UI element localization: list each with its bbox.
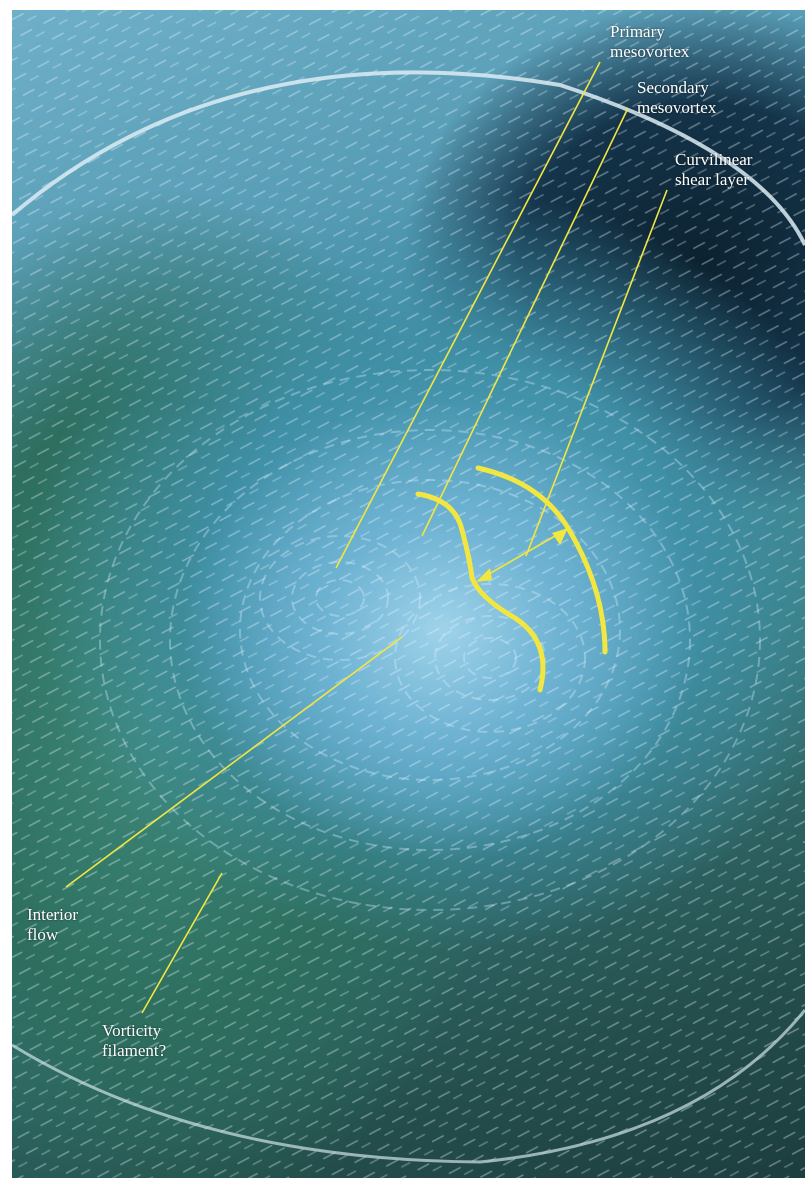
- leader-primary-mesovortex: [335, 61, 601, 569]
- tank-rim-bottom: [12, 1009, 805, 1164]
- shear-layer-arrow: [481, 531, 563, 579]
- leader-curvilinear-shear-layer: [525, 189, 668, 557]
- arrowhead-right: [552, 528, 568, 545]
- vortex-swirl: [99, 369, 761, 911]
- leader-secondary-mesovortex: [421, 107, 629, 537]
- leader-vorticity-filament: [141, 872, 223, 1014]
- tank-rim: [12, 70, 805, 246]
- annotation-lines: [65, 61, 668, 1014]
- streak-texture: [12, 10, 805, 1178]
- arrowhead-left: [476, 568, 492, 582]
- leader-interior-flow: [65, 636, 403, 888]
- label-vorticity-filament: Vorticity filament?: [102, 1021, 167, 1060]
- label-interior-flow: Interior flow: [27, 905, 78, 944]
- shear-curve-inner: [415, 491, 546, 693]
- label-curvilinear-shear-layer: Curvilinear shear layer: [675, 150, 753, 189]
- label-primary-mesovortex: Primary mesovortex: [610, 22, 690, 61]
- shear-layer-curves: [415, 465, 608, 693]
- label-secondary-mesovortex: Secondary mesovortex: [637, 78, 717, 117]
- shear-curve-outer: [475, 465, 608, 655]
